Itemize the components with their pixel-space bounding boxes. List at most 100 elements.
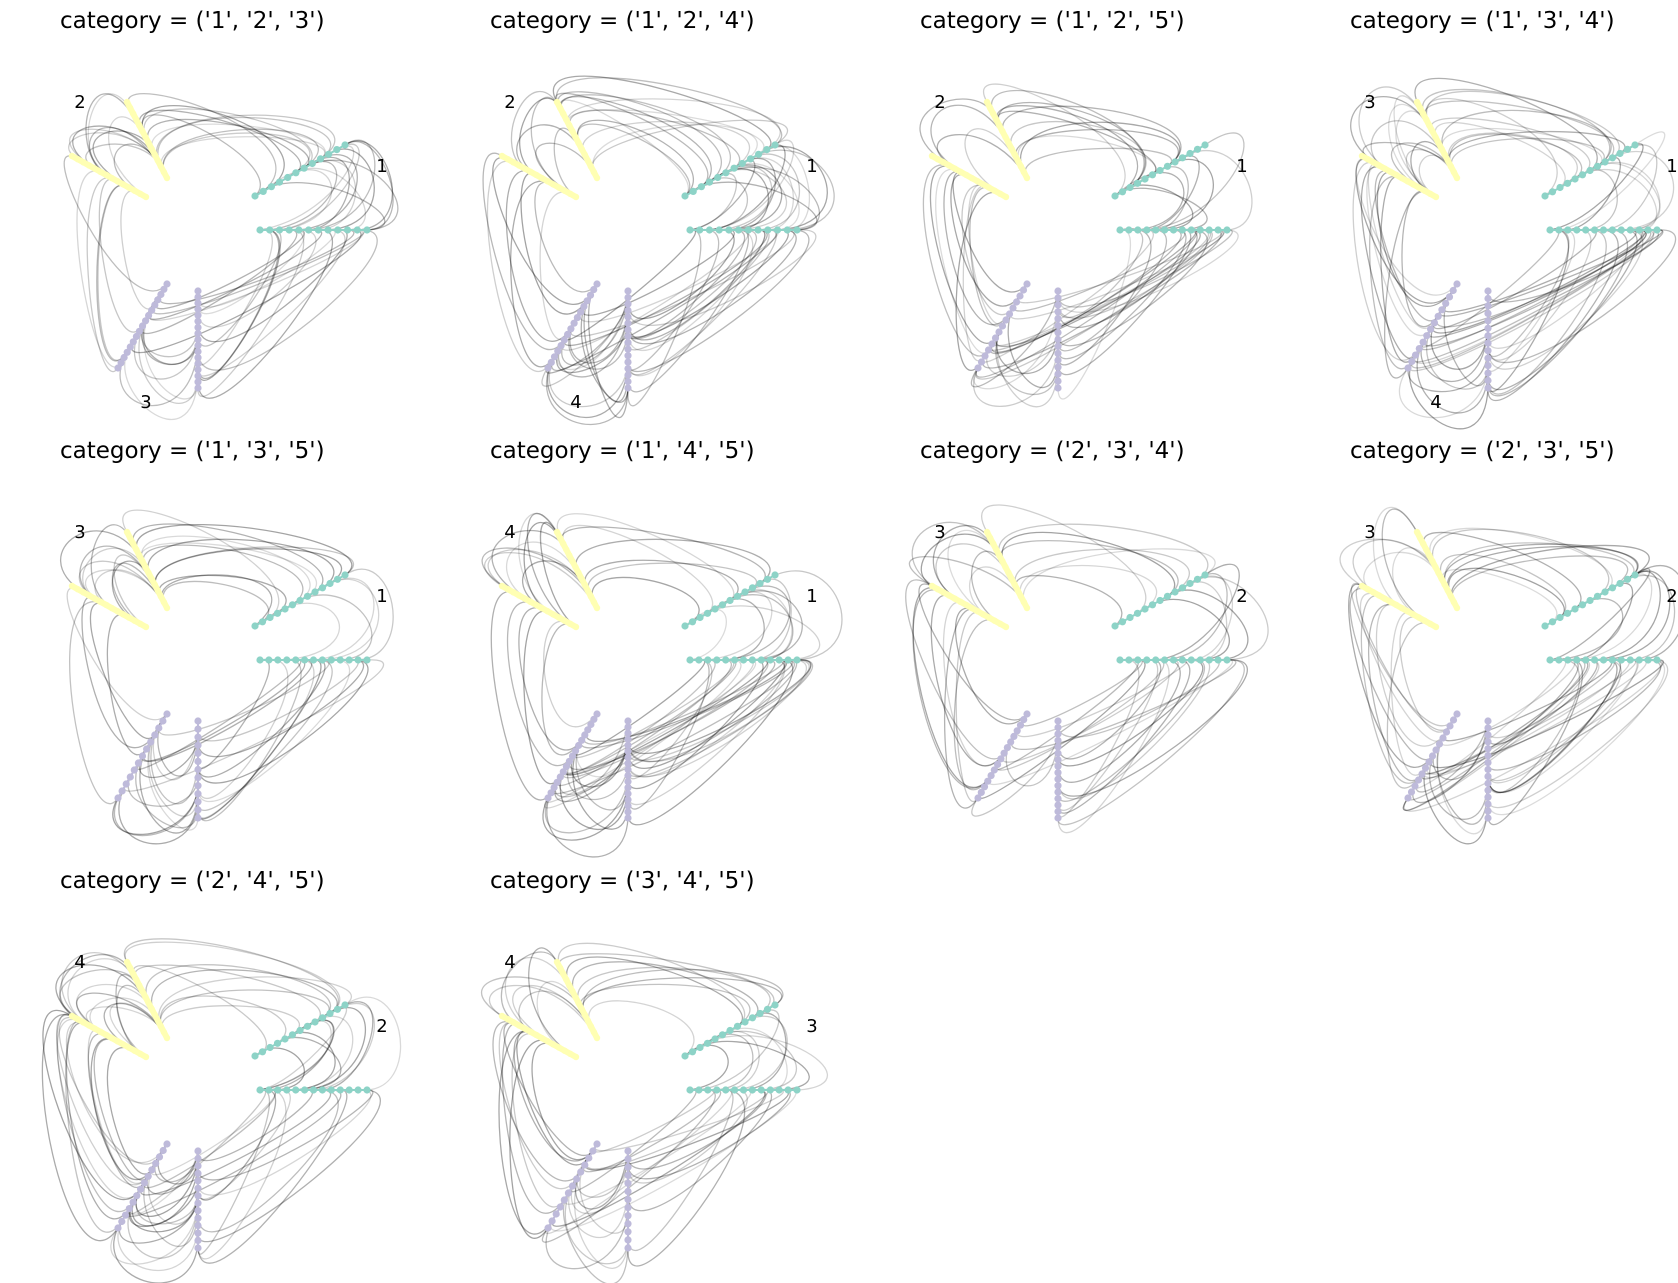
edge: [59, 530, 143, 593]
hive-node: [624, 747, 632, 755]
hive-node: [624, 784, 632, 792]
hive-node: [533, 601, 540, 609]
hive-node: [715, 226, 723, 234]
hive-node: [983, 98, 991, 106]
edge: [627, 1089, 767, 1170]
hive-node: [1453, 710, 1461, 718]
hive-node: [577, 308, 585, 316]
hive-node: [686, 1086, 694, 1094]
edge: [1603, 570, 1671, 661]
edge: [970, 290, 1059, 388]
hive-node: [572, 623, 580, 631]
hive-node: [695, 1086, 703, 1094]
hive-node: [624, 753, 632, 761]
hive-node: [194, 798, 202, 806]
edge: [627, 229, 766, 352]
hive-node: [163, 710, 171, 718]
hive-node: [983, 528, 991, 536]
edge: [322, 578, 380, 661]
edge: [1487, 229, 1644, 370]
hive-node: [713, 1086, 721, 1094]
hive-node: [584, 587, 591, 594]
hive-node: [1423, 546, 1430, 553]
hive-node: [1635, 656, 1643, 664]
hive-node: [1014, 157, 1021, 164]
edge: [759, 570, 843, 661]
hive-node: [318, 656, 326, 664]
hive-node: [1555, 656, 1563, 664]
edge: [552, 75, 772, 151]
edge: [905, 579, 1005, 760]
edge: [1450, 137, 1605, 173]
hive-node: [1370, 159, 1377, 166]
hive-node: [1631, 141, 1639, 149]
hive-node: [133, 1192, 141, 1200]
edge: [1369, 176, 1413, 370]
edge: [111, 562, 165, 625]
edge: [1407, 350, 1489, 393]
edge: [1375, 603, 1448, 747]
edge: [1450, 544, 1650, 603]
hive-node: [301, 656, 309, 664]
hive-node: [194, 782, 202, 790]
hive-node: [990, 540, 997, 547]
hive-node: [1186, 579, 1194, 588]
hive-node: [1564, 656, 1572, 664]
hive-node: [139, 558, 146, 565]
hive-node: [1012, 298, 1021, 306]
edge: [545, 229, 778, 374]
hive-node: [1126, 183, 1134, 192]
hive-node: [583, 297, 591, 305]
edge: [526, 512, 571, 625]
axis-label: 3: [934, 522, 945, 543]
hive-node: [704, 1086, 712, 1094]
hive-node: [1411, 782, 1419, 790]
hive-node: [163, 1034, 171, 1042]
edge: [1016, 659, 1188, 738]
hive-node: [1125, 656, 1133, 664]
hive-node: [251, 192, 259, 200]
edge: [542, 781, 629, 841]
edge: [1372, 506, 1418, 609]
hive-node: [136, 982, 143, 989]
hive-node: [1023, 710, 1031, 718]
hive-node: [590, 1029, 598, 1036]
edge: [1427, 229, 1647, 338]
edge: [564, 659, 737, 774]
hive-node: [1450, 599, 1458, 606]
hive-node: [341, 571, 349, 579]
hive-node: [151, 1011, 158, 1018]
hive-node: [1054, 349, 1062, 357]
hive-node: [1442, 728, 1451, 736]
edge: [344, 140, 394, 231]
hive-node: [1364, 156, 1371, 163]
hive-node: [586, 291, 595, 299]
hive-node: [1453, 280, 1461, 288]
hive-node: [572, 133, 579, 141]
edge: [1487, 659, 1622, 782]
hive-node: [515, 1022, 523, 1029]
edge: [1384, 190, 1431, 379]
hive-node: [1573, 656, 1581, 664]
hive-node: [1441, 581, 1448, 588]
hive-node: [560, 540, 567, 547]
edge: [1057, 229, 1233, 308]
hive-node: [997, 620, 1004, 627]
hive-node: [292, 656, 300, 664]
hive-node: [624, 1195, 632, 1204]
edge: [929, 165, 997, 344]
hive-node: [194, 790, 202, 798]
edge: [1348, 583, 1434, 768]
hive-node: [1484, 332, 1492, 340]
hive-node: [1054, 788, 1062, 796]
hive-node: [68, 152, 76, 160]
hive-node: [1601, 158, 1609, 166]
hive-node: [1599, 656, 1608, 664]
hive-node: [578, 575, 585, 582]
hive-node: [550, 611, 557, 618]
edge: [990, 89, 1145, 189]
hive-node: [163, 604, 171, 612]
hive-node: [945, 162, 953, 169]
edge: [539, 191, 577, 340]
hive-node: [688, 618, 697, 626]
